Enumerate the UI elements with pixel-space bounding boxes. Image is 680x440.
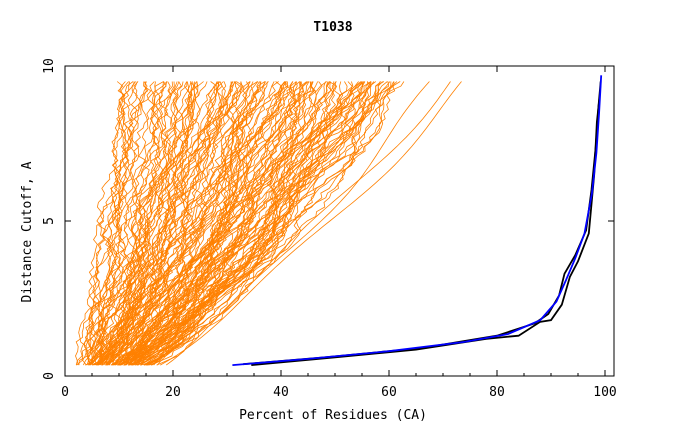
y-axis-label: Distance Cutoff, A: [20, 161, 35, 302]
model-curve: [98, 81, 259, 366]
model-curve: [140, 81, 329, 366]
model-curve: [118, 81, 343, 366]
model-curve: [165, 81, 430, 366]
y-tick-label: 5: [42, 217, 57, 225]
x-tick-label: 60: [381, 385, 397, 400]
model-curve: [144, 81, 451, 366]
model-curve: [117, 81, 238, 366]
x-tick-label: 40: [273, 385, 289, 400]
model-curve: [78, 81, 138, 366]
chart-title: T1038: [313, 20, 352, 35]
highlight-curves: [232, 75, 603, 366]
x-tick-label: 100: [593, 385, 616, 400]
model-curve: [112, 81, 234, 366]
model-curve: [137, 81, 359, 366]
model-curve: [113, 81, 295, 366]
model-curve: [146, 81, 398, 366]
y-tick-label: 0: [42, 372, 57, 380]
model-curve: [148, 81, 364, 366]
model-curve: [106, 81, 226, 366]
model-curve: [139, 81, 366, 366]
model-curve: [143, 81, 365, 366]
model-curve: [144, 81, 372, 366]
model-curve: [86, 81, 168, 366]
model-curve: [135, 81, 365, 366]
model-curve: [140, 81, 372, 366]
model-curve: [121, 81, 309, 366]
model-curve: [85, 81, 149, 366]
model-curve: [160, 81, 462, 366]
model-curve: [118, 81, 266, 366]
model-curve: [156, 81, 394, 366]
y-tick-label: 10: [42, 58, 57, 74]
model-curve: [119, 81, 310, 366]
x-axis-label: Percent of Residues (CA): [239, 408, 427, 423]
model-curve: [103, 81, 244, 366]
highlight-curve-3: [232, 75, 603, 366]
model-curve: [114, 81, 279, 366]
model-curve: [120, 81, 287, 366]
model-curve: [134, 81, 388, 366]
x-tick-label: 20: [165, 385, 181, 400]
model-curve: [107, 81, 239, 366]
model-curve: [146, 81, 395, 366]
model-curve: [75, 81, 168, 366]
model-curve: [83, 81, 164, 366]
x-tick-label: 80: [489, 385, 505, 400]
model-curve: [107, 81, 195, 366]
axes: 0 20 40 60 80 100 0 5 10: [42, 58, 617, 400]
model-curve: [124, 81, 261, 366]
model-curves: [75, 81, 462, 366]
model-curve: [91, 81, 130, 366]
model-curve: [78, 81, 168, 366]
model-curve: [106, 81, 286, 366]
model-curve: [83, 81, 189, 366]
model-curve: [125, 81, 260, 366]
model-curve: [94, 81, 198, 366]
model-curve: [106, 81, 218, 366]
model-curve: [87, 81, 199, 366]
model-curve: [123, 81, 316, 366]
model-curve: [129, 81, 348, 366]
model-curve: [111, 81, 266, 366]
model-curve: [123, 81, 313, 366]
model-curve: [118, 81, 298, 366]
model-curve: [123, 81, 287, 366]
model-curve: [118, 81, 289, 366]
model-curve: [112, 81, 220, 366]
x-tick-label: 0: [61, 385, 69, 400]
model-curve: [94, 81, 164, 366]
model-curve: [101, 81, 251, 366]
model-curve: [101, 81, 178, 366]
model-curve: [156, 81, 384, 366]
model-curve: [93, 81, 184, 366]
